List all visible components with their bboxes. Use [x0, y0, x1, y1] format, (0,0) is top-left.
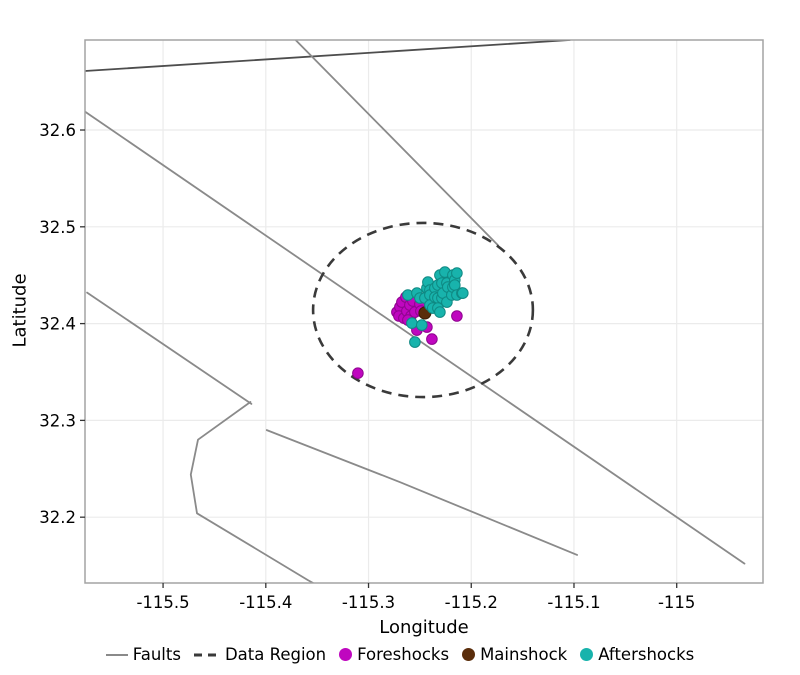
y-tick-label: 32.4 [39, 315, 76, 334]
aftershock-point [416, 319, 428, 331]
x-tick-label: -115.5 [136, 593, 189, 612]
y-tick-label: 32.2 [39, 508, 76, 527]
fault-line [265, 429, 578, 556]
foreshock-point [451, 310, 463, 322]
fault-line [86, 291, 253, 405]
legend-item-aftershocks: Aftershocks [580, 645, 694, 664]
aftershock-point [457, 287, 469, 299]
aftershock-point [451, 267, 463, 279]
data-region-dash-swatch [193, 653, 220, 656]
legend-item-data-region: Data Region [193, 645, 327, 664]
y-axis-label: Latitude [9, 273, 31, 348]
legend-item-mainshock: Mainshock [462, 645, 567, 664]
fault-line [85, 40, 571, 72]
aftershock-point [406, 317, 418, 329]
data-region-ellipse [311, 221, 535, 399]
x-tick-label: -115 [658, 593, 695, 612]
legend-label-aftershocks: Aftershocks [598, 645, 695, 664]
y-tick-label: 32.3 [39, 411, 76, 430]
fault-line [189, 401, 315, 583]
legend-item-faults: Faults [105, 645, 181, 664]
foreshocks-dot-swatch [339, 648, 353, 661]
x-tick-label: -115.1 [547, 593, 600, 612]
y-tick-label: 32.6 [39, 121, 76, 140]
x-tick-label: -115.4 [239, 593, 292, 612]
aftershock-point [434, 306, 446, 318]
panel-border [84, 39, 764, 584]
foreshock-point [352, 367, 364, 380]
fault-line [294, 40, 499, 247]
legend-label-faults: Faults [132, 645, 181, 664]
legend-label-foreshocks: Foreshocks [357, 645, 450, 664]
x-tick-label: -115.3 [342, 593, 395, 612]
axis-ticks: -115.5 -115.4 -115.3 -115.2 -115.1 -115 32.6 32… [39, 121, 695, 612]
faults-line-swatch [105, 653, 128, 656]
legend: Faults Data Region Foreshocks Mainshock … [0, 645, 800, 664]
legend-label-data-region: Data Region [224, 645, 327, 664]
x-tick-label: -115.2 [445, 593, 498, 612]
legend-label-mainshock: Mainshock [480, 645, 568, 664]
aftershocks-layer [402, 266, 469, 348]
aftershock-point [409, 336, 421, 348]
legend-item-foreshocks: Foreshocks [339, 645, 449, 664]
gridlines [85, 40, 763, 583]
x-axis-label: Longitude [379, 617, 469, 638]
aftershocks-dot-swatch [580, 648, 594, 661]
foreshock-point [426, 333, 438, 345]
y-tick-label: 32.5 [39, 218, 76, 237]
mainshock-dot-swatch [462, 648, 476, 661]
